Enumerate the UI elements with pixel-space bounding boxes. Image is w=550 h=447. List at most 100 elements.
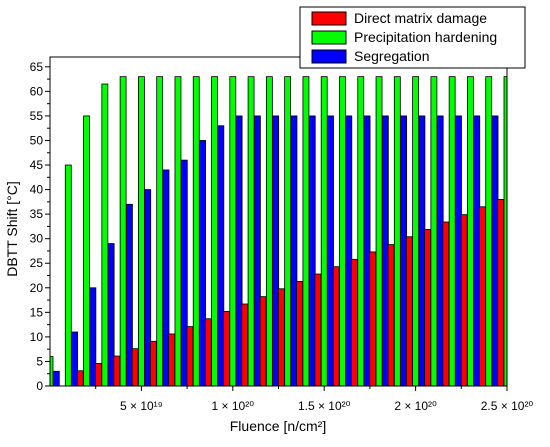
bar-precipitation-hardening <box>137 76 145 387</box>
bar-direct-matrix-damage <box>479 206 486 387</box>
bar-direct-matrix-damage <box>259 296 267 387</box>
bar-direct-matrix-damage <box>442 221 450 387</box>
bar-segregation <box>217 125 225 387</box>
y-tick-label: 30 <box>30 232 44 246</box>
bar-direct-matrix-damage <box>76 370 84 387</box>
bar-segregation <box>180 159 188 387</box>
bar-segregation <box>455 115 462 387</box>
legend-swatch <box>311 49 347 64</box>
bar-precipitation-hardening <box>265 76 273 387</box>
bar-precipitation-hardening <box>83 115 90 387</box>
bar-segregation <box>436 115 444 387</box>
bar-segregation <box>235 115 243 387</box>
bar-segregation <box>253 115 261 387</box>
bar-segregation <box>363 115 371 387</box>
legend-label: Direct matrix damage <box>354 10 487 26</box>
bar-precipitation-hardening <box>101 83 109 387</box>
bar-segregation <box>327 115 334 387</box>
bar-direct-matrix-damage <box>351 258 358 387</box>
bar-precipitation-hardening <box>284 76 292 387</box>
y-tick-label: 10 <box>30 330 44 344</box>
bar-segregation <box>126 203 133 387</box>
bar-precipitation-hardening <box>393 76 401 387</box>
y-tick-label: 55 <box>30 109 44 123</box>
bar-segregation <box>71 331 78 387</box>
y-tick-label: 25 <box>30 256 44 270</box>
y-tick-label: 15 <box>30 305 44 319</box>
bar-direct-matrix-damage <box>314 273 322 387</box>
bar-direct-matrix-damage <box>332 266 340 387</box>
bar-segregation <box>199 140 206 387</box>
bar-direct-matrix-damage <box>204 318 212 387</box>
y-tick-label: 5 <box>36 354 43 368</box>
bar-segregation <box>107 243 115 387</box>
bar-direct-matrix-damage <box>277 288 285 387</box>
bar-direct-matrix-damage <box>149 340 157 387</box>
y-tick-label: 20 <box>30 281 44 295</box>
bar-segregation <box>89 287 97 387</box>
bar-direct-matrix-damage <box>168 333 176 387</box>
bar-precipitation-hardening <box>156 76 164 387</box>
legend-label: Precipitation hardening <box>354 29 497 45</box>
bar-direct-matrix-damage <box>424 228 431 387</box>
bar-precipitation-hardening <box>192 76 200 387</box>
x-tick-label: 5 × 10¹⁹ <box>120 399 163 413</box>
bar-segregation <box>400 115 408 387</box>
bar-precipitation-hardening <box>320 76 328 387</box>
bar-segregation <box>272 115 280 387</box>
x-tick-label: 1 × 10²⁰ <box>212 399 255 413</box>
bar-direct-matrix-damage <box>387 244 395 387</box>
y-tick-label: 65 <box>30 60 44 74</box>
bar-direct-matrix-damage <box>296 281 304 387</box>
bar-segregation <box>290 115 298 387</box>
bar-precipitation-hardening <box>64 164 72 387</box>
x-axis: 5 × 10¹⁹ 1 × 10²⁰ 1.5 × 10²⁰ 2 × 10²⁰ 2.5 × … <box>95 386 534 413</box>
bar-segregation <box>162 169 170 387</box>
bar-segregation <box>491 115 499 387</box>
x-axis-label: Fluence [n/cm²] <box>230 418 326 434</box>
bar-precipitation-hardening <box>485 76 493 387</box>
bar-precipitation-hardening <box>229 76 237 387</box>
bar-precipitation-hardening <box>211 76 218 387</box>
x-tick-label: 2.5 × 10²⁰ <box>481 399 534 413</box>
bar-segregation <box>473 115 481 387</box>
bar-direct-matrix-damage <box>241 303 249 387</box>
y-tick-label: 0 <box>36 379 43 393</box>
bar-precipitation-hardening <box>339 76 346 387</box>
bar-precipitation-hardening <box>412 76 420 387</box>
bar-direct-matrix-damage <box>497 198 505 387</box>
y-axis-label: DBTT Shift [°C] <box>4 181 20 277</box>
legend: Direct matrix damage Precipitation harden… <box>299 6 526 69</box>
bar-precipitation-hardening <box>375 76 383 387</box>
bar-precipitation-hardening <box>247 76 255 387</box>
bar-precipitation-hardening <box>448 76 456 387</box>
bar-segregation <box>345 115 353 387</box>
bar-direct-matrix-damage <box>131 348 139 387</box>
bar-precipitation-hardening <box>174 76 182 387</box>
y-tick-label: 60 <box>30 84 44 98</box>
x-tick-label: 1.5 × 10²⁰ <box>298 399 351 413</box>
bar-precipitation-hardening <box>302 76 310 387</box>
y-tick-label: 45 <box>30 158 44 172</box>
bar-precipitation-hardening <box>430 76 438 387</box>
bars-layer <box>49 76 508 387</box>
bar-direct-matrix-damage <box>113 355 121 387</box>
y-tick-label: 35 <box>30 207 44 221</box>
y-tick-label: 40 <box>30 183 44 197</box>
bar-direct-matrix-damage <box>460 214 468 387</box>
bar-direct-matrix-damage <box>405 236 413 387</box>
legend-swatch <box>311 11 347 26</box>
y-axis: 0 5 10 15 20 25 30 35 40 45 50 55 60 65 <box>30 60 50 393</box>
x-tick-label: 2 × 10²⁰ <box>394 399 437 413</box>
bar-direct-matrix-damage <box>95 363 102 387</box>
bar-segregation <box>52 370 60 387</box>
bar-precipitation-hardening <box>119 76 127 387</box>
bar-direct-matrix-damage <box>223 310 230 387</box>
bar-direct-matrix-damage <box>369 251 377 387</box>
bar-segregation <box>308 115 316 387</box>
legend-swatch <box>311 30 347 45</box>
bar-precipitation-hardening <box>357 76 365 387</box>
bar-segregation <box>418 115 426 387</box>
